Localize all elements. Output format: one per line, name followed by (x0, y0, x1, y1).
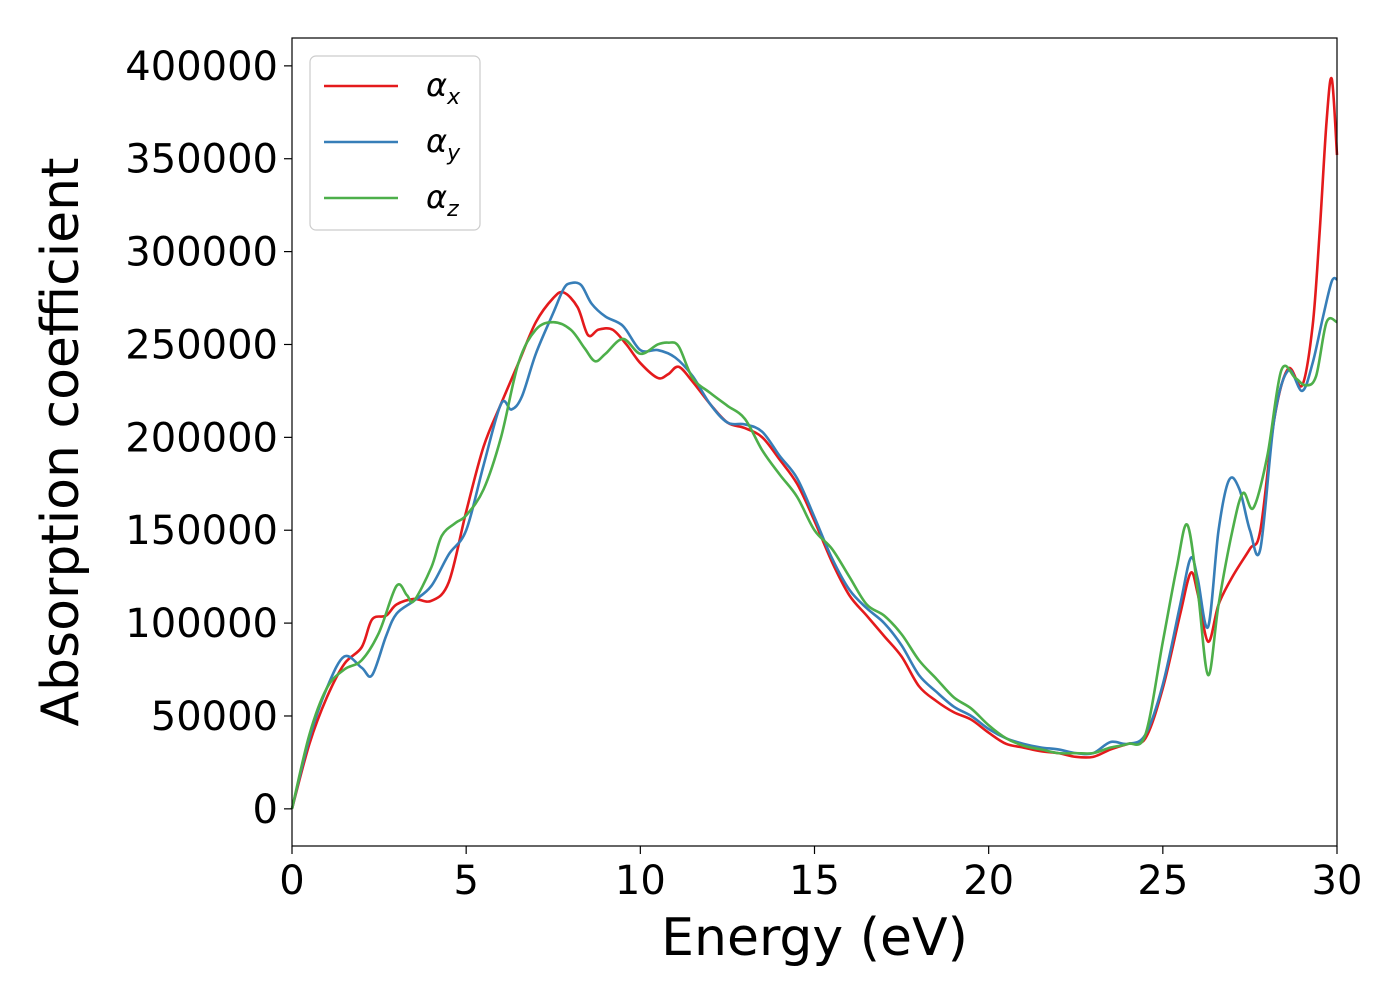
legend-entry-alpha-y: αy (426, 122, 461, 166)
y-tick-label: 300000 (125, 230, 278, 276)
x-tick-label: 30 (1312, 858, 1363, 904)
y-tick-label: 250000 (125, 322, 278, 368)
legend-symbol: α (426, 66, 447, 104)
y-tick-label: 100000 (125, 601, 278, 647)
y-axis-title: Absorption coefficient (31, 157, 91, 726)
y-tick-label: 150000 (125, 508, 278, 554)
y-tick-label: 50000 (151, 694, 278, 740)
y-tick-label: 350000 (125, 137, 278, 183)
y-tick-label: 0 (253, 787, 278, 833)
series-line-alpha-z (290, 316, 1338, 810)
y-axis-ticks: 0 50000 100000 150000 200000 250000 300000 3500… (125, 44, 292, 833)
legend-entry-alpha-x: αx (426, 66, 461, 110)
x-tick-label: 10 (615, 858, 666, 904)
legend-subscript: z (446, 197, 459, 222)
x-tick-label: 25 (1137, 858, 1188, 904)
legend-symbol: α (426, 122, 447, 160)
legend-entry-alpha-z: αz (426, 178, 459, 222)
series-line-alpha-y (290, 276, 1338, 810)
x-axis-title: Energy (eV) (661, 908, 968, 968)
x-tick-label: 0 (279, 858, 304, 904)
legend-subscript: y (446, 141, 461, 166)
legend-symbol: α (426, 178, 447, 216)
x-tick-label: 5 (453, 858, 478, 904)
legend-subscript: x (446, 85, 461, 110)
x-tick-label: 20 (963, 858, 1014, 904)
y-tick-label: 200000 (125, 415, 278, 461)
y-tick-label: 400000 (125, 44, 278, 90)
series-layer (290, 76, 1339, 810)
x-axis-ticks: 0 5 10 15 20 25 30 (279, 846, 1362, 904)
x-tick-label: 15 (789, 858, 840, 904)
